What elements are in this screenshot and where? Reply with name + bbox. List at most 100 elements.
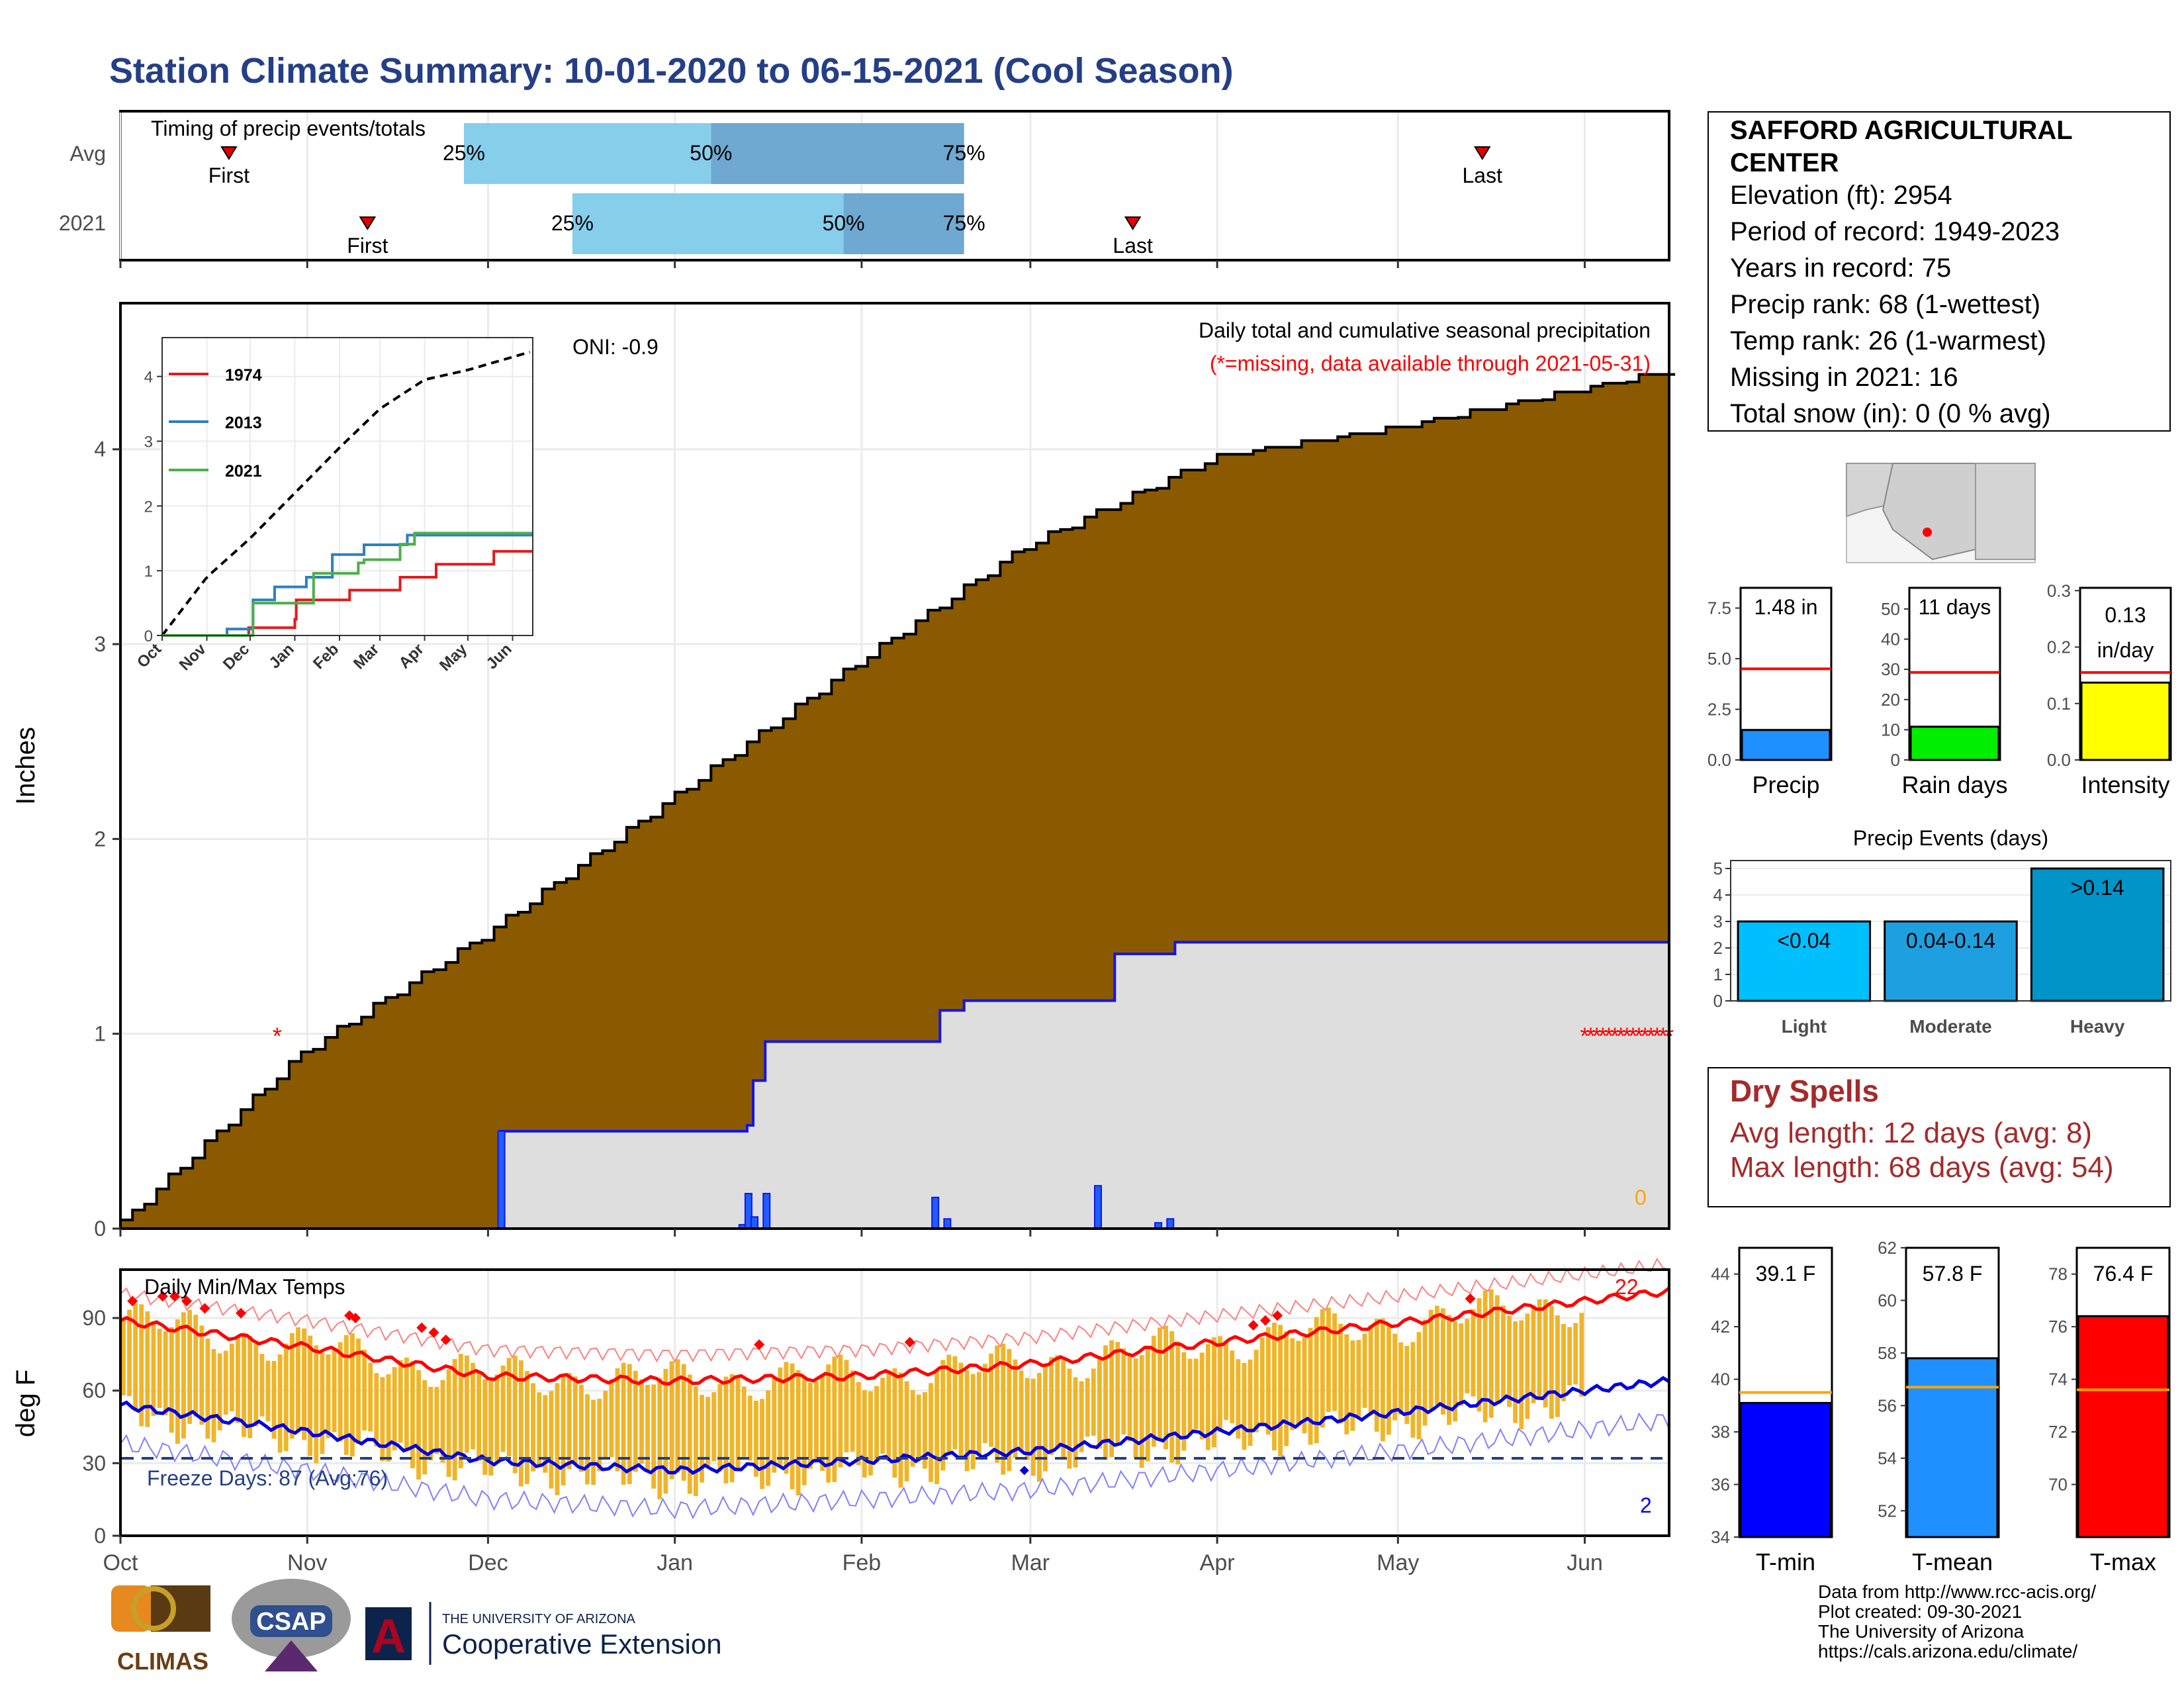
missing-marker: * [1586,1023,1596,1050]
timing-marker-first [220,146,238,160]
daily-precip-bar [931,1196,940,1229]
temp-daily-bar [163,1331,168,1415]
temp-daily-bar [1253,1350,1259,1432]
temp-summary-value-label: 39.1 F [1756,1262,1816,1286]
record-high-marker [1248,1320,1259,1331]
temp-daily-bar [844,1360,849,1453]
temp-daily-bar [1332,1313,1337,1411]
temp-daily-bar [1525,1313,1530,1419]
temp-daily-bar [681,1364,686,1481]
temp-daily-bar [1169,1331,1175,1463]
temp-daily-bar [1368,1325,1373,1415]
temp-summary-y-tick-label: 78 [2048,1264,2068,1284]
temp-daily-bar [1193,1358,1199,1430]
temp-daily-bar [181,1312,186,1438]
station-snow: Total snow (in): 0 (0 % avg) [1730,399,2051,428]
record-high-marker [1272,1310,1283,1321]
temp-daily-bar [1043,1364,1048,1472]
temp-daily-bar [603,1391,608,1458]
temp-daily-bar [597,1399,602,1472]
temp-daily-bar [512,1355,518,1474]
ua-logo-block [365,1607,412,1660]
timing-label-first: First [347,234,388,258]
temp-daily-bar [1465,1319,1470,1393]
dry-spells-box: Dry Spells Avg length: 12 days (avg: 8) … [1707,1067,2171,1207]
temp-daily-bar [735,1378,741,1469]
temp-daily-bar [1236,1359,1241,1439]
temp-daily-bar [175,1319,180,1444]
temp-daily-bar [392,1367,397,1450]
temp-daily-bar [500,1365,506,1452]
events-bar-label: <0.04 [1777,929,1831,953]
temp-daily-bar [446,1369,451,1477]
temp-daily-bar [374,1373,379,1447]
temp-daily-bar [537,1392,542,1465]
station-location-dot [1923,528,1932,537]
temp-daily-bar [1494,1295,1500,1405]
temp-daily-bar [1024,1378,1030,1460]
record-low-marker [1019,1466,1029,1476]
csap-logo-mountain [265,1640,318,1671]
temp-daily-bar [248,1335,253,1438]
timing-bar-q25-q50 [463,123,711,184]
temp-summary-y-tick-label: 34 [1711,1527,1730,1547]
summary-bar-label: Precip [1752,771,1819,798]
temp-daily-bar [1175,1341,1181,1465]
temp-daily-bar [778,1367,783,1466]
temp-daily-bar [139,1304,144,1427]
temp-daily-bar [1133,1358,1138,1458]
temp-y-tick-label: 30 [82,1451,106,1475]
temp-summary-y-tick-label: 40 [1711,1370,1730,1389]
summary-bars: 1.48 in 0.0 2.5 5.0 7.5 Precip 11 days 0 10 20 30 4… [1707,581,2172,798]
temp-daily-bar [585,1394,590,1485]
temp-daily-bar [1350,1340,1355,1431]
temp-summary-label: T-min [1756,1548,1815,1575]
timing-bar-q50-q75 [711,123,964,184]
temp-daily-bar [398,1360,403,1443]
temp-daily-bar [760,1399,764,1489]
avg-max-line [119,1286,1670,1386]
temp-x-tick-label: Mar [1011,1550,1050,1575]
oni-value: ONI: -0.9 [572,335,659,359]
record-high-marker [199,1303,210,1314]
temp-daily-bar [627,1364,632,1484]
temp-daily-bar [1488,1289,1494,1418]
temp-daily-bar [1091,1368,1096,1436]
avg-min-line [119,1376,1670,1476]
inset-legend: 1974 2013 2021 [169,366,262,481]
temp-daily-bar [1567,1327,1572,1385]
summary-bar-label: Intensity [2081,771,2169,798]
temp-daily-bar [1248,1359,1253,1446]
timing-label-50: 50% [690,141,732,165]
temp-daily-bar [946,1354,952,1454]
record-high-marker [181,1295,193,1307]
temp-daily-bar [958,1362,964,1460]
summary-bar-value [1741,729,1831,761]
temp-daily-bar [145,1311,150,1427]
temp-daily-bar [916,1394,921,1460]
temp-daily-bar [1145,1346,1150,1462]
events-title: Precip Events (days) [1853,826,2048,850]
temp-daily-bar [1422,1319,1428,1426]
temp-daily-bar [253,1344,259,1427]
temp-daily-bar [314,1345,319,1464]
temp-title: Daily Min/Max Temps [144,1275,345,1299]
temp-daily-bar [1030,1378,1036,1476]
temp-daily-bar [784,1362,789,1474]
missing-marker: * [1580,1023,1590,1050]
timing-marker-last [1124,216,1142,230]
dry-spells-avg: Avg length: 12 days (avg: 8) [1730,1117,2093,1149]
temp-daily-bar [747,1395,752,1461]
temp-daily-bar [458,1354,463,1469]
temp-daily-bar [1139,1355,1144,1468]
temp-daily-bar [1097,1356,1102,1449]
temp-y-tick-label: 0 [94,1524,106,1548]
timing-label-50: 50% [823,211,865,235]
record-min-line [120,1412,1670,1520]
temp-daily-bar [386,1374,391,1462]
temp-daily-bar [1121,1348,1126,1434]
temp-x-tick-label: May [1377,1550,1419,1575]
summary-bar-y-tick-label: 10 [1881,720,1900,739]
precip-y-tick-label: 1 [94,1022,106,1046]
temp-daily-bar [1579,1313,1584,1397]
